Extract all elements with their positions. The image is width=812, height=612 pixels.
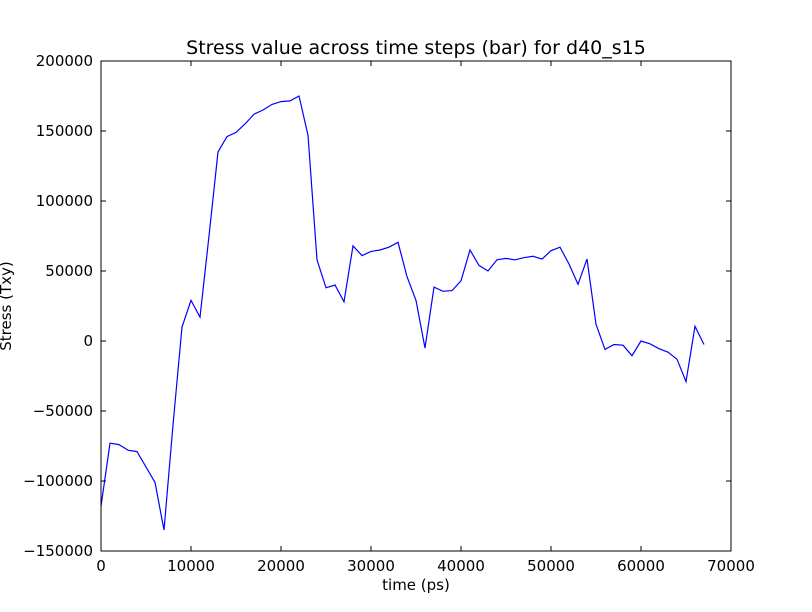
- chart-title: Stress value across time steps (bar) for…: [186, 37, 646, 59]
- y-tick-label: −150000: [23, 542, 93, 560]
- x-tick-label: 70000: [707, 557, 755, 575]
- x-tick-label: 0: [96, 557, 106, 575]
- x-tick-label: 40000: [437, 557, 485, 575]
- plot-frame: [100, 60, 732, 552]
- y-tick-label: 150000: [36, 122, 93, 140]
- x-axis: 0 10000 20000 30000 40000 50000 60000 70000: [96, 61, 755, 575]
- y-axis-label: Stress (Txy): [0, 261, 15, 351]
- y-tick-label: 100000: [36, 192, 93, 210]
- y-tick-label: −50000: [33, 402, 93, 420]
- y-tick-label: −100000: [23, 472, 93, 490]
- plot-area: [100, 95, 705, 531]
- x-tick-label: 30000: [347, 557, 395, 575]
- y-tick-label: 0: [83, 332, 93, 350]
- y-tick-label: 200000: [36, 52, 93, 70]
- x-tick-label: 50000: [527, 557, 575, 575]
- x-tick-label: 20000: [257, 557, 305, 575]
- x-tick-label: 10000: [167, 557, 215, 575]
- y-tick-label: 50000: [45, 262, 93, 280]
- series-line-0: [100, 95, 705, 531]
- x-axis-label: time (ps): [382, 576, 450, 594]
- y-axis: −150000 −100000 −50000 0 50000 100000 150000 20…: [23, 52, 731, 560]
- x-tick-label: 60000: [617, 557, 665, 575]
